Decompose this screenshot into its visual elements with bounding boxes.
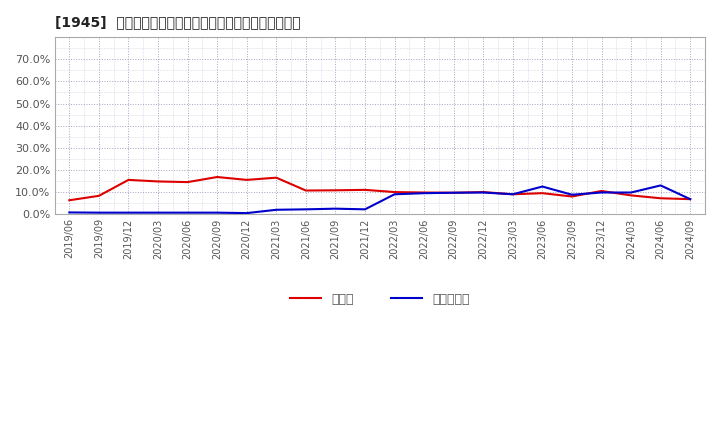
現頒金 [302, 188, 310, 193]
有利子負債 [657, 183, 665, 188]
現頒金 [65, 198, 73, 203]
現頒金 [597, 188, 606, 194]
現頒金 [627, 193, 636, 198]
有利子負債 [213, 210, 222, 215]
現頒金 [390, 190, 399, 195]
有利子負債 [627, 190, 636, 195]
現頒金 [124, 177, 132, 183]
有利子負債 [567, 192, 576, 198]
有利子負債 [449, 190, 458, 195]
有利子負債 [479, 190, 487, 195]
現頒金 [479, 190, 487, 195]
有利子負債 [153, 210, 162, 215]
有利子負債 [420, 191, 428, 196]
現頒金 [508, 192, 517, 197]
現頒金 [153, 179, 162, 184]
有利子負債 [538, 184, 546, 189]
現頒金 [420, 190, 428, 195]
Line: 現頒金: 現頒金 [69, 177, 690, 200]
現頒金 [184, 180, 192, 185]
有利子負債 [331, 206, 340, 211]
現頒金 [213, 174, 222, 180]
Legend: 現頒金, 有利子負債: 現頒金, 有利子負債 [285, 288, 474, 311]
現頒金 [331, 187, 340, 193]
現頒金 [538, 191, 546, 196]
Line: 有利子負債: 有利子負債 [69, 185, 690, 213]
有利子負債 [508, 192, 517, 197]
現頒金 [567, 194, 576, 199]
有利子負債 [361, 207, 369, 212]
有利子負債 [124, 210, 132, 215]
有利子負債 [302, 207, 310, 212]
有利子負債 [597, 190, 606, 195]
現頒金 [272, 175, 281, 180]
有利子負債 [184, 210, 192, 215]
有利子負債 [390, 192, 399, 197]
有利子負債 [686, 197, 695, 202]
有利子負債 [272, 207, 281, 213]
Text: [1945]  現預金、有利子負債の総資産に対する比率の推移: [1945] 現預金、有利子負債の総資産に対する比率の推移 [55, 15, 300, 29]
現頒金 [361, 187, 369, 192]
有利子負債 [65, 210, 73, 215]
有利子負債 [243, 210, 251, 216]
現頒金 [449, 190, 458, 195]
現頒金 [686, 197, 695, 202]
有利子負債 [94, 210, 103, 215]
現頒金 [657, 196, 665, 201]
現頒金 [243, 177, 251, 183]
現頒金 [94, 193, 103, 198]
